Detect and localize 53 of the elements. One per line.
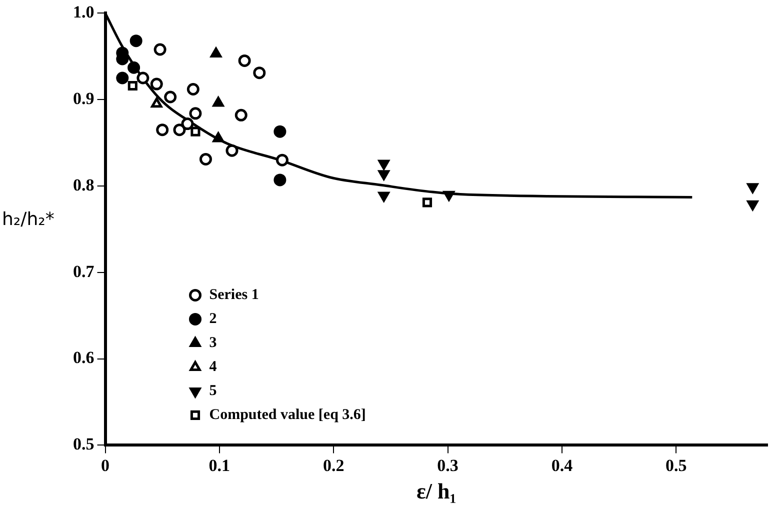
y-tick-label: 0.9 [73, 88, 94, 108]
point [226, 144, 238, 157]
point [136, 72, 150, 84]
legend-label: 3 [209, 335, 217, 352]
point [422, 198, 432, 208]
x-tick-label: 0 [101, 456, 110, 475]
point [128, 61, 140, 74]
point [116, 72, 129, 84]
point [164, 90, 177, 104]
point [186, 82, 200, 96]
x-tick-label: 0.3 [437, 456, 458, 475]
point [199, 152, 212, 166]
point [151, 98, 162, 108]
point [253, 66, 266, 80]
point [173, 124, 186, 136]
legend-label: 4 [209, 359, 218, 376]
y-tick-label: 0.6 [73, 348, 94, 368]
point [130, 34, 142, 48]
y-tick-label: 0.7 [73, 262, 95, 281]
y-tick-label: 0.5 [73, 434, 94, 454]
y-axis-title: h₂/h₂* [2, 209, 54, 230]
y-tick-label: 1.0 [73, 2, 94, 22]
point [156, 124, 169, 136]
point [212, 132, 224, 142]
point [276, 154, 288, 166]
point [128, 80, 138, 91]
point [189, 107, 202, 120]
legend-label: Series 1 [209, 287, 259, 304]
point [747, 183, 758, 194]
point [181, 118, 194, 130]
y-tick-label: 0.8 [73, 175, 94, 194]
point [378, 170, 390, 180]
point [154, 43, 166, 56]
x-tick-label: 0.1 [208, 456, 230, 475]
point [238, 54, 251, 67]
point [190, 126, 200, 136]
point [212, 96, 224, 107]
point [150, 78, 163, 90]
x-tick-label: 0.2 [322, 456, 344, 475]
legend-label: 2 [209, 311, 217, 328]
point [210, 48, 222, 58]
legend-label: 5 [209, 383, 217, 400]
legend-label: Computed value [eq 3.6] [209, 407, 366, 424]
x-tick-label: 0.5 [666, 456, 687, 475]
point [234, 108, 248, 122]
x-axis-title: ε/ h₁ [416, 478, 456, 504]
point [443, 190, 455, 201]
point [274, 174, 286, 186]
point [378, 160, 390, 170]
point [378, 192, 390, 202]
point [747, 200, 758, 210]
point [274, 125, 286, 138]
x-tick-label: 0.4 [551, 456, 574, 475]
